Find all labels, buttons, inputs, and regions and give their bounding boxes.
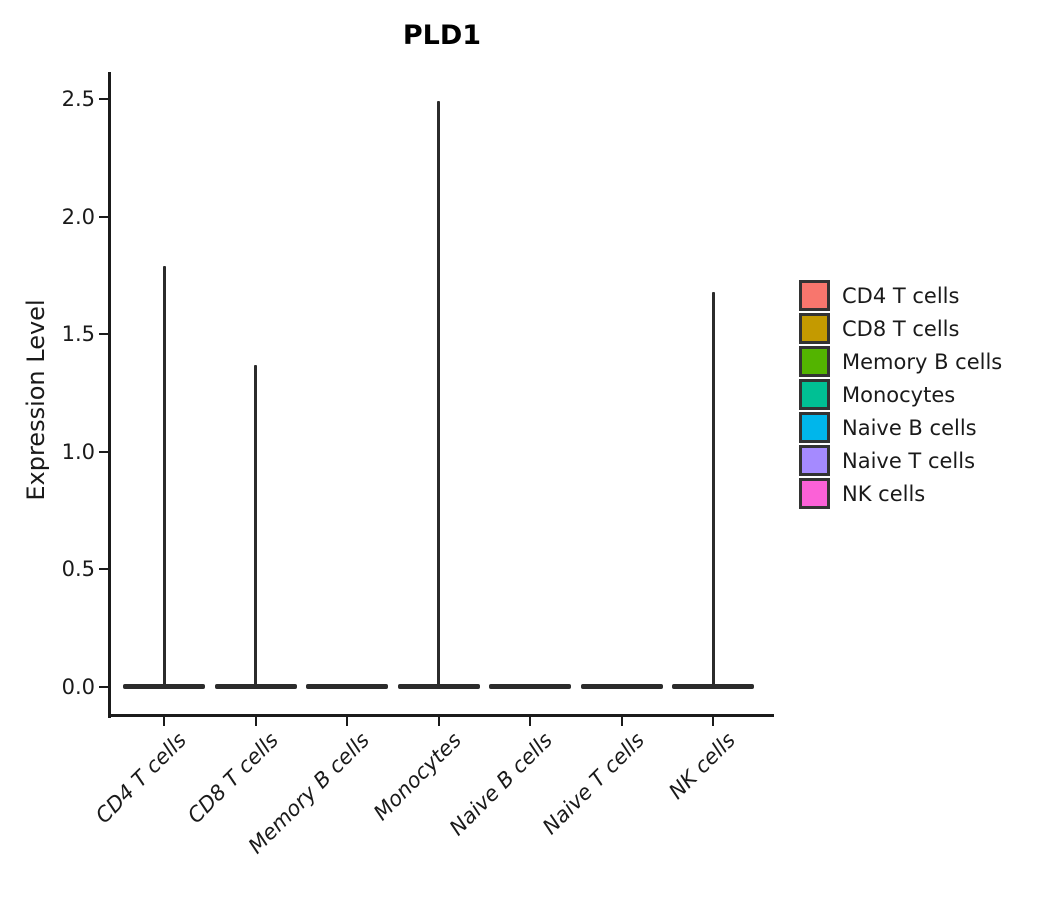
y-tick-label: 0.0: [61, 675, 95, 699]
x-tick-label: CD4 T cells: [90, 728, 191, 829]
legend-label: Memory B cells: [842, 349, 1003, 374]
x-tick-mark: [620, 717, 623, 726]
legend: CD4 T cells CD8 T cells Memory B cells Mono…: [799, 280, 1002, 509]
x-tick-label: Naive B cells: [444, 728, 557, 841]
y-axis-label: Expression Level: [22, 299, 50, 501]
legend-color-swatch: [799, 379, 830, 410]
legend-label: Naive T cells: [842, 448, 976, 473]
violin-body: [306, 684, 388, 689]
y-axis-line: [108, 72, 111, 718]
legend-label: CD8 T cells: [842, 316, 960, 341]
x-axis-line: [108, 714, 774, 717]
x-tick-mark: [346, 717, 348, 726]
y-tick-label: 2.5: [61, 87, 95, 111]
legend-color-swatch: [799, 346, 830, 377]
y-tick-mark: [99, 333, 108, 336]
x-tick-mark: [529, 717, 531, 726]
x-tick-label: CD8 T cells: [182, 728, 283, 829]
legend-color-swatch: [799, 412, 830, 443]
y-tick-mark: [99, 450, 108, 453]
violin-spike: [254, 364, 257, 689]
legend-label: Naive B cells: [842, 415, 977, 440]
violin-spike: [437, 101, 440, 689]
legend-item: CD4 T cells: [799, 280, 1002, 311]
legend-color-swatch: [799, 313, 830, 344]
y-tick-label: 2.0: [61, 204, 95, 229]
legend-color-swatch: [799, 478, 830, 509]
legend-item: Monocytes: [799, 379, 1002, 410]
y-tick-mark: [99, 568, 108, 571]
x-tick-label: Memory B cells: [243, 728, 374, 859]
x-tick-mark: [163, 717, 165, 726]
x-tick-mark: [712, 717, 714, 726]
legend-item: Memory B cells: [799, 346, 1002, 377]
violin-spike: [162, 265, 166, 689]
y-tick-mark: [99, 215, 108, 218]
legend-item: CD8 T cells: [799, 313, 1002, 344]
legend-item: Naive T cells: [799, 445, 1002, 476]
y-tick-label: 1.0: [61, 439, 95, 464]
x-tick-label: Monocytes: [368, 728, 466, 826]
violin-spike: [711, 291, 715, 689]
y-tick-label: 0.5: [61, 557, 95, 582]
legend-color-swatch: [799, 445, 830, 476]
x-tick-label: NK cells: [664, 728, 740, 804]
legend-label: Monocytes: [842, 382, 956, 407]
legend-item: Naive B cells: [799, 412, 1002, 443]
x-tick-mark: [437, 717, 440, 726]
legend-item: NK cells: [799, 478, 1002, 509]
legend-color-swatch: [799, 280, 830, 311]
x-tick-label: Naive T cells: [537, 728, 649, 840]
y-tick-mark: [99, 98, 108, 100]
y-tick-mark: [99, 686, 108, 688]
violin-body: [580, 684, 663, 689]
x-tick-mark: [254, 717, 257, 726]
chart-title: PLD1: [402, 20, 482, 51]
violin-body: [489, 684, 571, 689]
legend-label: CD4 T cells: [842, 283, 960, 308]
legend-label: NK cells: [842, 481, 926, 506]
y-tick-label: 1.5: [61, 322, 95, 347]
